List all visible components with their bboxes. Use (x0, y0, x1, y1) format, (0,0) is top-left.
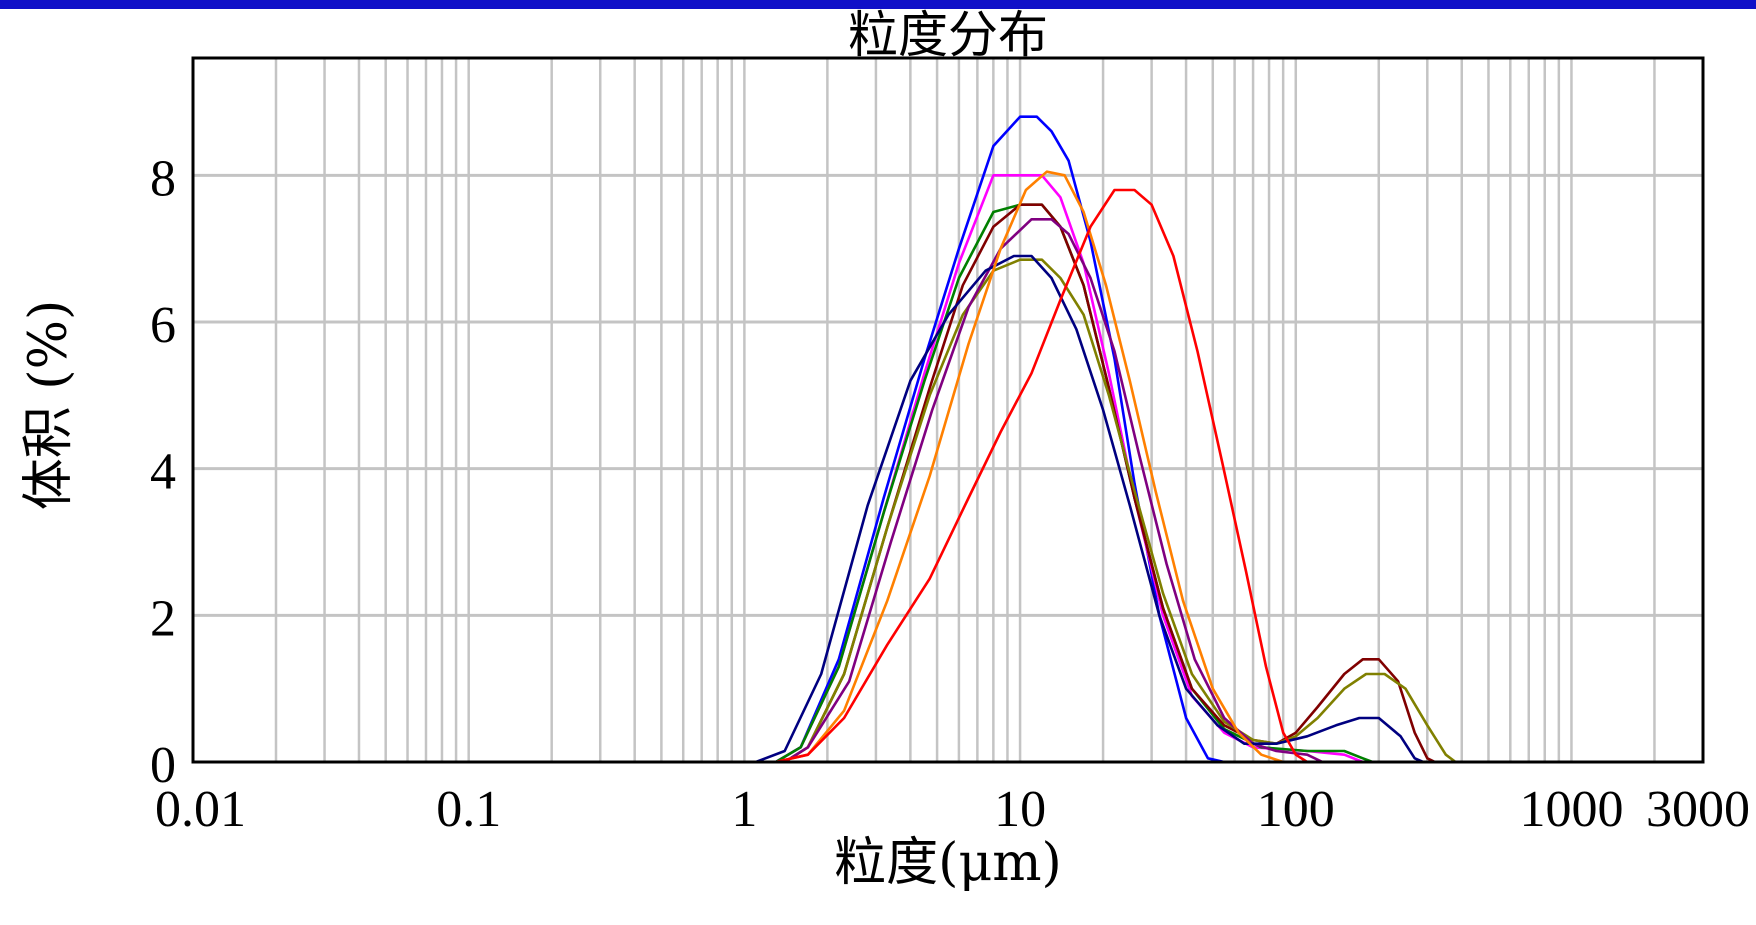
y-tick-label: 2 (150, 590, 176, 647)
series-line-9 (276, 188, 1655, 764)
series-lines (276, 115, 1655, 764)
series-line-1 (276, 115, 1655, 764)
x-tick-label: 0.01 (155, 781, 246, 838)
plot-frame (191, 56, 1705, 764)
x-tick-label: 10 (994, 781, 1046, 838)
y-tick-label: 4 (150, 444, 176, 501)
tick-labels: 0.01 0.1 1 10 100 1000 3000 0 2 4 6 8 (150, 150, 1750, 838)
series-line-8 (276, 170, 1655, 764)
y-tick-label: 6 (150, 297, 176, 354)
x-tick-label: 0.1 (436, 781, 501, 838)
y-tick-label: 0 (150, 737, 176, 794)
y-axis-label: 体积 (%) (19, 300, 79, 511)
series-line-5 (276, 258, 1655, 764)
chart-title: 粒度分布 (848, 6, 1048, 64)
x-tick-label: 100 (1257, 781, 1335, 838)
top-border-bar (0, 0, 1756, 9)
series-line-7 (276, 254, 1655, 764)
x-tick-label: 1000 (1519, 781, 1623, 838)
series-line-4 (276, 203, 1655, 764)
y-tick-label: 8 (150, 150, 176, 207)
x-axis-label: 粒度(μm) (834, 833, 1062, 893)
series-line-6 (276, 218, 1655, 764)
x-tick-label: 3000 (1646, 781, 1750, 838)
series-line-3 (276, 203, 1655, 764)
x-tick-label: 1 (731, 781, 757, 838)
